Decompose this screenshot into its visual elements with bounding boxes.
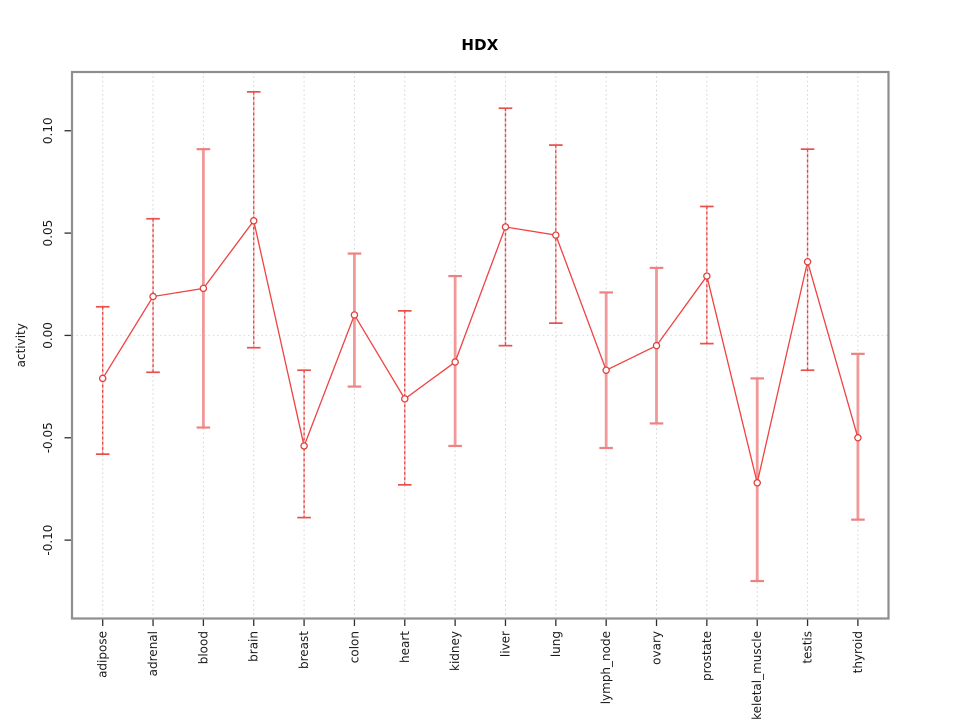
data-point-breast <box>300 442 308 450</box>
x-tick-label-thyroid: thyroid <box>851 631 865 673</box>
y-tick-label: 0.00 <box>41 322 55 349</box>
y-tick-label: -0.10 <box>41 525 55 556</box>
data-point-heart <box>401 395 409 403</box>
x-tick-label-liver: liver <box>498 631 512 657</box>
data-point-lymph_node <box>602 366 610 374</box>
x-tick-label-heart: heart <box>398 631 412 663</box>
data-point-kidney <box>451 358 459 366</box>
data-point-skeletal_muscle <box>753 479 761 487</box>
data-point-adipose <box>98 374 107 383</box>
data-point-ovary <box>652 341 661 350</box>
plot-frame <box>70 70 890 620</box>
data-point-lung <box>552 231 560 239</box>
x-tick-label-kidney: kidney <box>448 631 462 671</box>
data-point-prostate <box>703 272 711 280</box>
data-point-blood <box>199 284 208 293</box>
x-tick-label-blood: blood <box>196 631 210 664</box>
x-tick-label-breast: breast <box>297 631 311 669</box>
x-tick-label-prostate: prostate <box>700 631 714 681</box>
y-tick-label: -0.05 <box>41 422 55 453</box>
x-tick-label-colon: colon <box>347 631 361 663</box>
y-axis-title: activity <box>14 323 28 367</box>
data-point-thyroid <box>854 434 862 442</box>
x-tick-label-skeletal_muscle: skeletal_muscle <box>750 631 764 720</box>
data-point-colon <box>350 311 359 319</box>
y-tick-label: 0.10 <box>41 117 55 144</box>
x-tick-label-adrenal: adrenal <box>146 631 160 676</box>
data-point-brain <box>249 217 258 225</box>
data-point-liver <box>501 223 510 231</box>
chart-title: HDX <box>461 36 499 54</box>
x-tick-label-lymph_node: lymph_node <box>599 631 613 704</box>
error-bar-colon <box>347 252 362 388</box>
x-tick-label-adipose: adipose <box>96 631 110 678</box>
y-tick-label: 0.05 <box>41 220 55 247</box>
data-point-testis <box>803 257 812 266</box>
x-tick-label-brain: brain <box>247 631 261 662</box>
x-tick-label-ovary: ovary <box>650 631 664 665</box>
series-line <box>102 219 859 483</box>
x-tick-label-testis: testis <box>801 631 815 664</box>
x-tick-label-lung: lung <box>549 631 563 657</box>
data-point-adrenal <box>149 292 157 301</box>
